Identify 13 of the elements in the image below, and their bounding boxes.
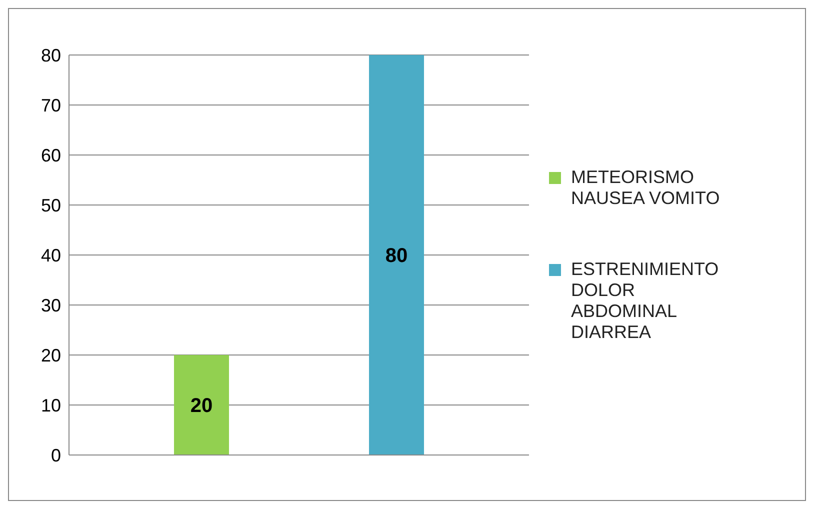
legend-label: ESTRENIMIENTO DOLOR ABDOMINAL DIARREA	[571, 258, 720, 342]
y-tick-label: 50	[40, 194, 61, 215]
y-tick-label: 10	[40, 394, 61, 415]
data-label: 80	[385, 244, 408, 267]
y-tick-label: 20	[40, 344, 61, 365]
y-tick-label: 60	[40, 144, 61, 165]
y-tick-label: 80	[40, 44, 61, 65]
y-tick-label: 30	[40, 294, 61, 315]
legend-label: METEORISMO NAUSEA VOMITO	[571, 166, 721, 208]
data-label: 20	[190, 394, 213, 417]
y-tick-label: 0	[50, 444, 61, 465]
y-tick-label: 40	[40, 244, 61, 265]
y-tick-label: 70	[40, 94, 61, 115]
